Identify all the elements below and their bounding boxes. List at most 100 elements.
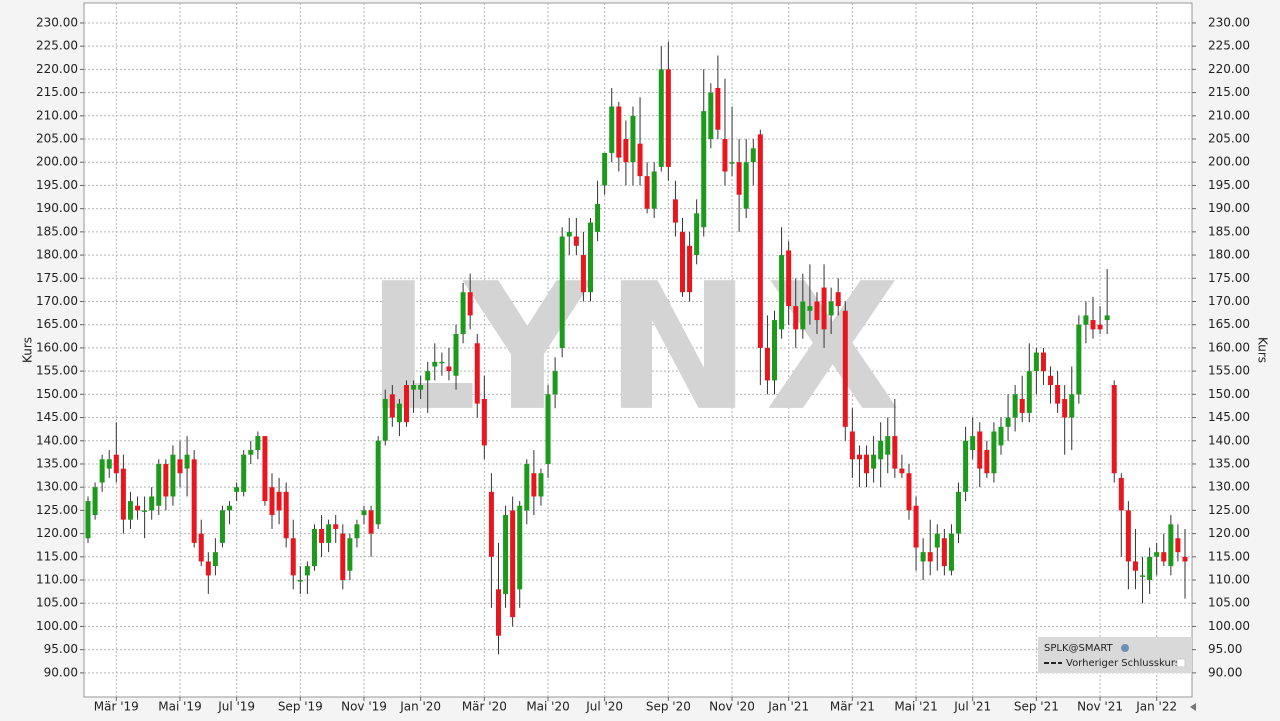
candle-body — [531, 473, 537, 497]
x-tick-label: Mär '19 — [94, 700, 139, 714]
candle-body — [1019, 398, 1025, 413]
candle-body — [984, 450, 990, 474]
candle-body — [333, 524, 339, 529]
y2-tick-label: 170.00 — [1208, 294, 1250, 308]
y-tick-label: 135.00 — [36, 456, 78, 470]
y2-tick-label: 135.00 — [1208, 456, 1250, 470]
x-tick-label: Jan '22 — [1135, 700, 1177, 714]
x-tick-label: Jul '21 — [953, 700, 991, 714]
legend-line-label[interactable]: Vorheriger Schlusskurs — [1066, 658, 1180, 669]
y2-tick-label: 185.00 — [1208, 224, 1250, 238]
y2-tick-label: 115.00 — [1208, 549, 1250, 563]
y2-tick-label: 110.00 — [1208, 573, 1250, 587]
candle-body — [1182, 556, 1188, 562]
legend-icon[interactable] — [1121, 644, 1129, 652]
candle-body — [389, 394, 395, 418]
y2-tick-label: 130.00 — [1208, 480, 1250, 494]
candle-body — [1132, 561, 1138, 571]
candle-body — [1076, 324, 1082, 395]
candle-body — [120, 468, 126, 520]
candle-body — [552, 371, 558, 395]
legend-symbol[interactable]: SPLK@SMART — [1044, 643, 1114, 654]
candle-body — [736, 162, 742, 195]
legend-checkbox[interactable] — [1176, 658, 1186, 668]
candle-body — [283, 491, 289, 539]
x-tick-label: Nov '19 — [341, 700, 387, 714]
candle-body — [460, 292, 466, 334]
y2-tick-label: 105.00 — [1208, 596, 1250, 610]
candle-body — [1154, 552, 1160, 557]
x-tick-label: Mai '19 — [158, 700, 201, 714]
candle-body — [411, 385, 417, 390]
candle-body — [425, 371, 431, 381]
candle-body — [1168, 524, 1174, 567]
y-tick-label: 215.00 — [36, 85, 78, 99]
candle-body — [1048, 375, 1054, 386]
candle-body — [906, 473, 912, 511]
candle-body — [722, 139, 728, 172]
y-tick-label: 110.00 — [36, 573, 78, 587]
candle-body — [835, 292, 841, 307]
scroll-arrow[interactable] — [1190, 703, 1196, 711]
candle-body — [545, 394, 551, 464]
x-tick-label: Nov '21 — [1077, 700, 1123, 714]
candle-body — [927, 552, 933, 562]
candle-body — [177, 459, 183, 474]
candle-body — [828, 301, 834, 316]
candle-body — [149, 496, 155, 511]
candle-body — [205, 561, 211, 576]
candle-body — [757, 134, 763, 348]
y-tick-label: 220.00 — [36, 62, 78, 76]
y-tick-label: 100.00 — [36, 619, 78, 633]
y-tick-label: 95.00 — [44, 642, 78, 656]
candle-body — [998, 426, 1004, 446]
x-tick-label: Nov '20 — [709, 700, 755, 714]
candle-body — [687, 245, 693, 293]
candle-body — [1062, 398, 1068, 418]
candle-body — [651, 171, 657, 209]
candle-body — [602, 152, 608, 186]
candle-body — [1175, 538, 1181, 553]
candle-body — [276, 491, 282, 511]
x-tick-label: Mär '21 — [830, 700, 875, 714]
candle-body — [1118, 477, 1124, 511]
y2-tick-label: 205.00 — [1208, 132, 1250, 146]
candle-body — [113, 454, 119, 474]
y2-tick-label: 200.00 — [1208, 155, 1250, 169]
candle-body — [1111, 385, 1117, 474]
candle-body — [772, 320, 778, 381]
x-tick-label: Jul '19 — [217, 700, 255, 714]
candle-body — [1026, 371, 1032, 413]
y2-tick-label: 215.00 — [1208, 85, 1250, 99]
y2-axis-label: Kurs — [1256, 337, 1270, 363]
candle-body — [495, 589, 501, 636]
candle-body — [644, 176, 650, 209]
candle-body — [142, 510, 148, 512]
candle-body — [92, 487, 98, 516]
candle-body — [198, 533, 204, 562]
x-tick-label: Sep '19 — [278, 700, 323, 714]
candle-body — [248, 450, 254, 455]
candle-body — [191, 459, 197, 543]
candle-body — [418, 385, 424, 390]
y2-tick-label: 120.00 — [1208, 526, 1250, 540]
y2-tick-label: 160.00 — [1208, 340, 1250, 354]
candle-body — [715, 87, 721, 130]
candle-body — [779, 255, 785, 330]
candle-body — [750, 148, 756, 163]
candle-body — [616, 106, 622, 158]
x-tick-label: Jan '21 — [767, 700, 809, 714]
y2-tick-label: 165.00 — [1208, 317, 1250, 331]
candle-body — [99, 459, 105, 483]
candle-body — [255, 436, 261, 451]
candle-body — [1040, 352, 1046, 372]
grid — [84, 3, 1192, 697]
y2-tick-label: 230.00 — [1208, 15, 1250, 29]
candle-body — [1125, 510, 1131, 562]
candle-body — [297, 580, 303, 582]
y2-tick-label: 225.00 — [1208, 39, 1250, 53]
candle-body — [1005, 417, 1011, 427]
candle-body — [241, 454, 247, 492]
candle-body — [637, 143, 643, 177]
